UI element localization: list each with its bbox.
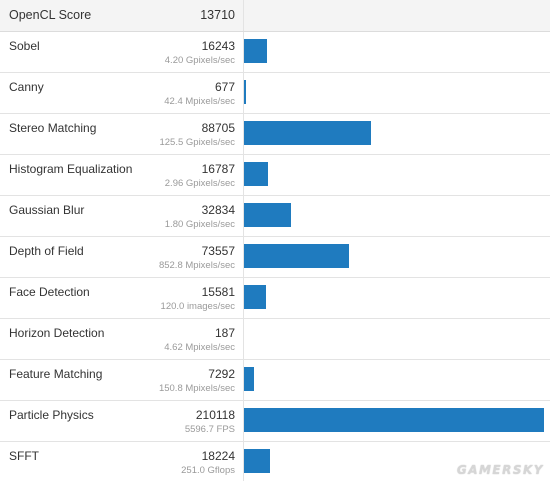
benchmark-throughput: 251.0 Gflops [181,465,235,476]
benchmark-row: Gaussian Blur 32834 1.80 Gpixels/sec [0,196,550,237]
benchmark-name: Particle Physics [9,408,94,422]
benchmark-row: Depth of Field 73557 852.8 Mpixels/sec [0,237,550,278]
overall-score-label: OpenCL Score [9,8,92,22]
benchmark-throughput: 5596.7 FPS [184,424,235,435]
score-bar-track [244,203,544,227]
score-bar [244,162,268,186]
score-bar-track [244,408,544,432]
column-divider [243,278,244,318]
column-divider [243,360,244,400]
benchmark-score: 677 [214,80,235,94]
score-bar-track [244,367,544,391]
benchmark-name: Canny [9,80,44,94]
benchmark-name: Depth of Field [9,244,84,258]
score-bar-track [244,39,544,63]
score-bar [244,203,291,227]
overall-score-value: 13710 [200,8,235,22]
column-divider [243,0,244,31]
score-bar [244,244,349,268]
benchmark-score: 88705 [201,121,235,135]
score-bar [244,285,266,309]
benchmark-name: SFFT [9,449,39,463]
benchmark-name: Sobel [9,39,40,53]
benchmark-score: 7292 [208,367,235,381]
benchmark-row: Stereo Matching 88705 125.5 Gpixels/sec [0,114,550,155]
benchmark-name: Stereo Matching [9,121,97,135]
score-bar [244,449,270,473]
benchmark-name: Histogram Equalization [9,162,133,176]
benchmark-throughput: 42.4 Mpixels/sec [164,96,235,107]
benchmark-row: Horizon Detection 187 4.62 Mpixels/sec [0,319,550,360]
benchmark-throughput: 120.0 images/sec [160,301,235,312]
column-divider [243,73,244,113]
benchmark-name: Feature Matching [9,367,103,381]
benchmark-name: Face Detection [9,285,90,299]
benchmark-name: Horizon Detection [9,326,105,340]
benchmark-row: Face Detection 15581 120.0 images/sec [0,278,550,319]
benchmark-row: Canny 677 42.4 Mpixels/sec [0,73,550,114]
benchmark-score: 210118 [195,408,235,422]
benchmark-score: 18224 [201,449,235,463]
benchmark-throughput: 4.62 Mpixels/sec [164,342,235,353]
benchmark-throughput: 2.96 Gpixels/sec [164,178,235,189]
column-divider [243,155,244,195]
benchmark-row: Feature Matching 7292 150.8 Mpixels/sec [0,360,550,401]
score-bar-track [244,285,544,309]
score-bar [244,408,544,432]
benchmark-throughput: 1.80 Gpixels/sec [164,219,235,230]
score-bar-track [244,80,544,104]
score-header-row: OpenCL Score 13710 [0,0,550,32]
score-bar-track [244,121,544,145]
score-bar [244,80,246,104]
benchmark-score: 16787 [201,162,235,176]
benchmark-throughput: 150.8 Mpixels/sec [158,383,235,394]
benchmark-name: Gaussian Blur [9,203,85,217]
watermark-logo: GAMERSKY [456,463,544,477]
column-divider [243,32,244,72]
benchmark-throughput: 4.20 Gpixels/sec [164,55,235,66]
benchmark-score: 73557 [201,244,235,258]
benchmark-score: 32834 [201,203,235,217]
benchmark-score: 16243 [201,39,235,53]
score-bar-track [244,326,544,350]
benchmark-row: Particle Physics 210118 5596.7 FPS [0,401,550,442]
column-divider [243,401,244,441]
score-bar-track [244,449,544,473]
benchmark-score: 187 [214,326,235,340]
benchmark-throughput: 125.5 Gpixels/sec [159,137,235,148]
benchmark-row: Sobel 16243 4.20 Gpixels/sec [0,32,550,73]
benchmark-throughput: 852.8 Mpixels/sec [158,260,235,271]
column-divider [243,114,244,154]
benchmark-score: 15581 [201,285,235,299]
score-bar [244,367,254,391]
column-divider [243,237,244,277]
column-divider [243,442,244,481]
score-bar-track [244,162,544,186]
score-bar [244,121,371,145]
score-bar [244,39,267,63]
benchmark-row: Histogram Equalization 16787 2.96 Gpixels/… [0,155,550,196]
column-divider [243,319,244,359]
column-divider [243,196,244,236]
score-bar-track [244,244,544,268]
benchmark-row: SFFT 18224 251.0 Gflops [0,442,550,481]
